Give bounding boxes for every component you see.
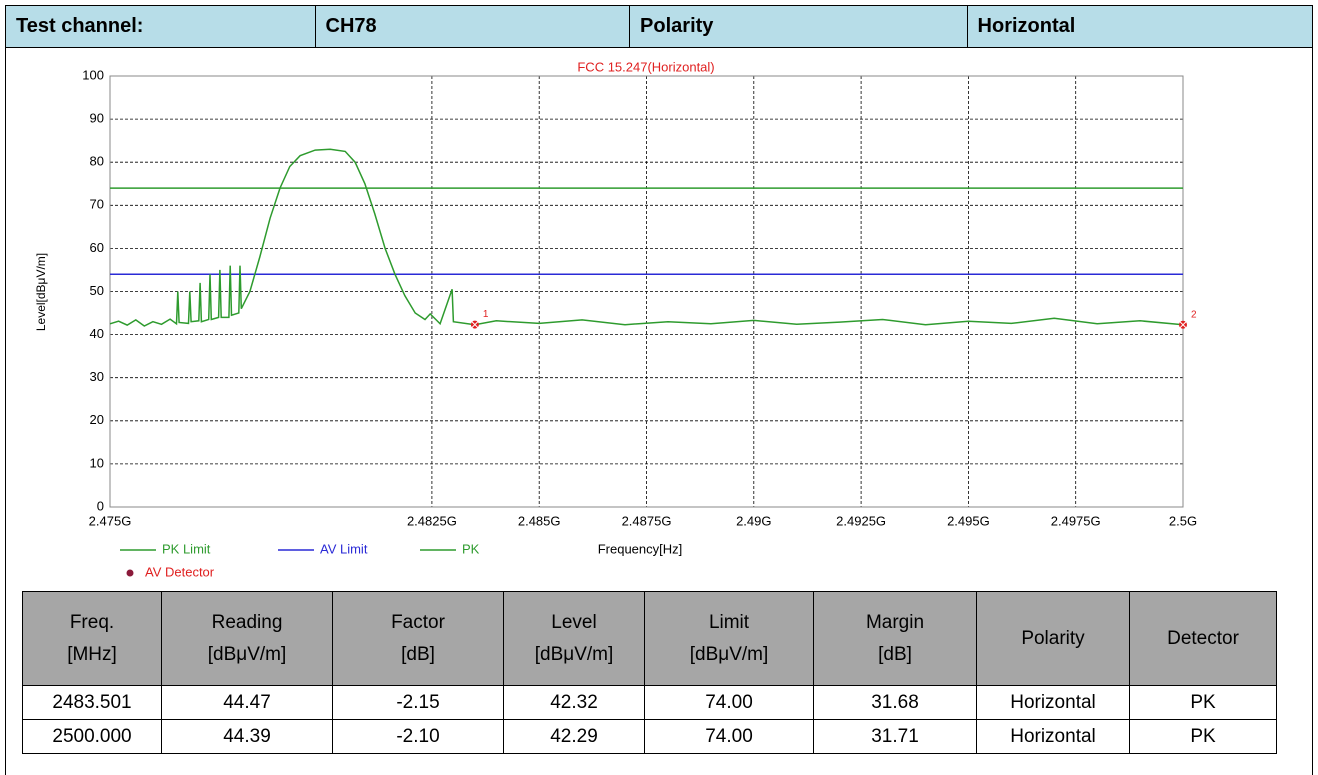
x-tick-label: 2.475G [89,513,132,528]
frame [5,47,1313,775]
y-tick-label: 40 [90,326,104,341]
header-cell: Polarity [630,6,968,47]
table-cell: 2483.501 [22,685,162,720]
table-cell: 74.00 [644,719,814,754]
table-cell: 42.29 [503,719,645,754]
chart: FCC 15.247(Horizontal) Level[dBμV/m] 0 10 20… [34,59,1197,579]
table-cell: 42.32 [503,685,645,720]
x-tick-label: 2.4825G [407,513,457,528]
table-cell: 31.68 [813,685,977,720]
table-row: 2500.000 44.39 -2.10 42.29 74.00 31.71 Horizon… [22,719,1277,754]
y-tick-label: 80 [90,154,104,169]
marker [1179,320,1187,329]
legend-label: PK [462,541,480,556]
legend-marker [126,569,134,577]
table-cell: PK [1129,719,1277,754]
y-tick-label: 30 [90,369,104,384]
header-text: Freq. [69,611,115,633]
y-axis-label: Level[dBμV/m] [34,253,48,331]
table-cell: 44.39 [161,719,333,754]
chart-title: FCC 15.247(Horizontal) [577,59,714,74]
y-tick-label: 0 [97,498,104,513]
x-tick-label: 2.49G [736,513,771,528]
legend-item: AV Detector [126,564,215,579]
result-table: Freq. [MHz] Reading [dBμV/m] Factor [dB] Level… [22,591,1277,754]
marker-label: 2 [1191,309,1197,320]
table-cell: Horizontal [976,719,1130,754]
x-tick-label: 2.4925G [836,513,886,528]
y-tick-label: 10 [90,455,104,470]
table-cell: 74.00 [644,685,814,720]
table-cell: -2.15 [332,685,504,720]
y-tick-label: 100 [82,67,104,82]
y-tick-label: 90 [90,111,104,126]
header-text: [dB] [401,643,435,665]
marker [470,320,479,329]
legend-item: PK Limit [120,541,211,556]
header-text: Level [551,611,597,633]
table-cell: -2.10 [332,719,504,754]
table-cell: 44.47 [161,685,333,720]
header-text: [dBμV/m] [534,643,614,665]
header-text: Reading [211,611,283,633]
header-text: Limit [708,611,750,633]
series-line [109,148,1184,327]
x-axis-label: Frequency[Hz] [598,541,683,556]
header-cell: Freq. [MHz] [22,591,162,686]
header-text: Polarity [1021,627,1085,649]
header-text: [dB] [878,643,912,665]
header-cell: Detector [1129,591,1277,686]
y-tick-label: 60 [90,240,104,255]
header-cell: Margin [dB] [813,591,977,686]
header-cell: Limit [dBμV/m] [644,591,814,686]
header-text: Detector [1167,627,1239,649]
x-tick-label: 2.4975G [1051,513,1101,528]
header-cell: Test channel: [6,6,316,47]
y-tick-label: 70 [90,197,104,212]
header-cell: Polarity [976,591,1130,686]
marker-label: 1 [483,309,489,320]
table-cell: PK [1129,685,1277,720]
x-tick-label: 2.4875G [622,513,672,528]
table-cell: 31.71 [813,719,977,754]
plot-border [109,75,1184,508]
header-cell: Horizontal [977,15,1076,37]
x-tick-label: 2.485G [518,513,561,528]
header-text: Margin [865,611,925,633]
y-tick-label: 50 [90,283,104,298]
header-cell: Factor [dB] [332,591,504,686]
marker-cross [1179,321,1187,329]
x-tick-label: 2.5G [1169,513,1197,528]
header-text: Factor [391,611,445,633]
table-row: 2483.501 44.47 -2.15 42.32 74.00 31.68 Horizon… [22,685,1277,720]
legend-item: AV Limit [278,541,368,556]
header-text: [MHz] [67,643,117,665]
x-tick-label: 2.495G [947,513,990,528]
legend-label: AV Detector [145,564,215,579]
header-cell: Level [dBμV/m] [503,591,645,686]
header-row: Test channel: CH78 Polarity Horizontal [5,5,1313,48]
header-cell: CH78 [316,6,631,47]
header-text: [dBμV/m] [207,643,287,665]
table-cell: Horizontal [976,685,1130,720]
table-header-row: Freq. [MHz] Reading [dBμV/m] Factor [dB] Level… [22,591,1277,686]
legend-label: PK Limit [162,541,211,556]
y-tick-label: 20 [90,412,104,427]
table-cell: 2500.000 [22,719,162,754]
legend-item: PK [420,541,480,556]
marker-cross [471,321,479,328]
header-cell: Reading [dBμV/m] [161,591,333,686]
legend-label: AV Limit [320,541,368,556]
header-text: [dBμV/m] [689,643,769,665]
